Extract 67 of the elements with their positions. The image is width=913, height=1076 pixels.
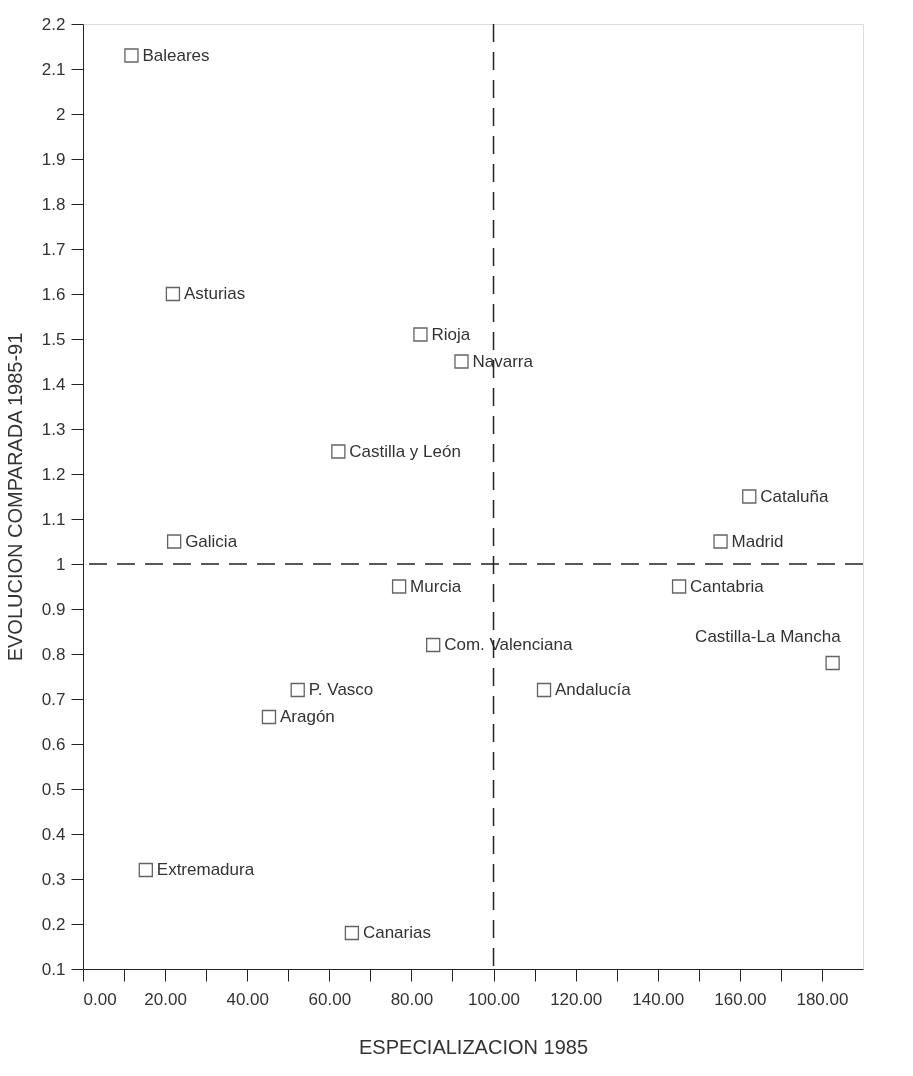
y-tick-label: 2.2 (41, 14, 66, 34)
x-tick-label: 40.00 (226, 989, 269, 1009)
y-tick-label: 0.9 (41, 599, 66, 619)
data-label: Asturias (183, 284, 246, 303)
point (166, 534, 182, 549)
point (331, 444, 346, 459)
data-label: Madrid (731, 531, 784, 551)
data-label: Extremadura (156, 860, 255, 879)
y-tick-label: 0.5 (41, 779, 66, 799)
y-tick-label: 0.1 (41, 959, 66, 979)
y-tick-label: 1.6 (41, 284, 66, 304)
y-tick-label: 1.2 (41, 464, 66, 484)
y-axis-title: EVOLUCION COMPARADA 1985-91 (3, 332, 26, 662)
y-tick-label: 1.3 (41, 419, 66, 439)
y-tick-label: 1.4 (41, 374, 66, 394)
x-tick-label: 100.00 (468, 989, 521, 1009)
x-tick-label: 120.00 (550, 989, 603, 1009)
data-label: Cataluña (760, 486, 829, 506)
y-tick-label: 0.7 (41, 689, 66, 709)
data-label: Galicia (185, 531, 238, 551)
x-tick-label: 20.00 (144, 989, 187, 1009)
data-label: Aragón (279, 707, 335, 726)
data-label: Navarra (472, 351, 534, 371)
point (391, 579, 407, 594)
point (413, 327, 428, 342)
data-label: P. Vasco (308, 680, 374, 699)
data-label: Murcia (410, 576, 462, 596)
data-label: Rioja (431, 324, 471, 344)
y-tick-label: 1.7 (41, 239, 66, 259)
point (344, 925, 360, 941)
point (536, 682, 552, 698)
point (138, 862, 153, 878)
y-tick-label: 1.9 (41, 149, 66, 169)
point (290, 682, 305, 698)
point (671, 579, 687, 594)
point (454, 354, 469, 369)
y-tick-label: 1.5 (41, 329, 66, 349)
y-tick-label: 0.6 (41, 734, 66, 754)
y-tick-label: 0.3 (41, 869, 66, 889)
point (261, 709, 277, 725)
y-tick-label: 1.1 (41, 509, 66, 529)
x-tick-label: 0.00 (83, 989, 117, 1009)
x-axis-title: ESPECIALIZACION 1985 (359, 1035, 588, 1058)
point (426, 637, 441, 653)
point (713, 534, 728, 549)
data-label: Baleares (142, 45, 210, 65)
data-label: Canarias (362, 923, 431, 942)
data-label: Castilla-La Mancha (695, 627, 842, 646)
point (165, 286, 181, 302)
point (825, 655, 840, 671)
y-tick-label: 0.2 (41, 914, 66, 934)
x-tick-label: 80.00 (390, 989, 434, 1009)
x-tick-label: 160.00 (714, 989, 767, 1009)
data-label: Castilla y León (349, 441, 461, 461)
y-tick-label: 1 (56, 554, 66, 574)
point (742, 489, 757, 504)
y-tick-label: 1.8 (41, 194, 66, 214)
y-tick-label: 0.8 (41, 644, 66, 664)
y-tick-label: 2.1 (41, 59, 66, 79)
x-tick-label: 180.00 (796, 989, 849, 1009)
point (124, 48, 139, 63)
x-tick-label: 60.00 (308, 989, 352, 1009)
y-tick-label: 2 (56, 104, 66, 124)
data-label: Cantabria (690, 576, 765, 596)
y-tick-label: 0.4 (41, 824, 66, 844)
data-label: Andalucía (555, 680, 632, 699)
x-tick-label: 140.00 (632, 989, 685, 1009)
